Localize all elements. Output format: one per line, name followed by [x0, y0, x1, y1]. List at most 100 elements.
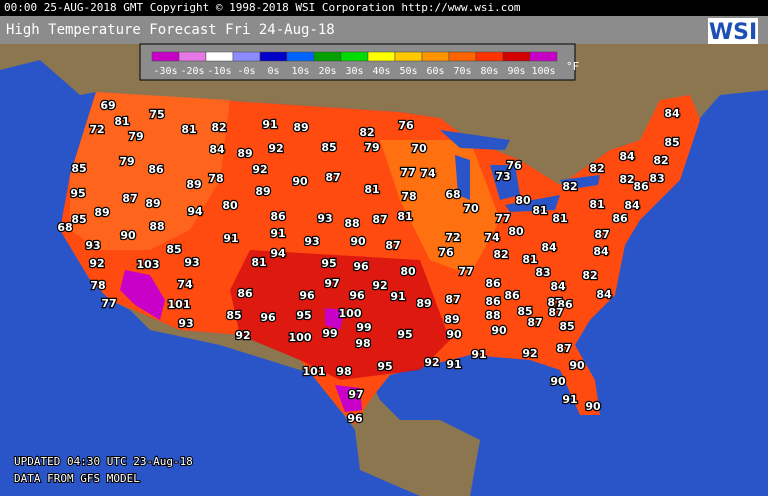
- temperature: 92: [372, 279, 387, 292]
- temperature: 86: [633, 180, 649, 193]
- temperature: 76: [398, 119, 414, 132]
- temperature: 93: [178, 317, 193, 330]
- temperature: 87: [122, 192, 137, 205]
- legend-swatch: [394, 51, 423, 62]
- legend-swatch: [286, 51, 315, 62]
- temperature: 77: [400, 166, 415, 179]
- temperature: 85: [71, 213, 86, 226]
- temperature: 77: [458, 265, 473, 278]
- temperature: 82: [619, 173, 634, 186]
- temperature: 103: [137, 258, 160, 271]
- temperature: 90: [292, 175, 308, 188]
- temperature: 96: [353, 260, 369, 273]
- temperature: 96: [349, 289, 365, 302]
- temperature: 90: [569, 359, 585, 372]
- legend-swatch: [448, 51, 477, 62]
- temperature: 80: [400, 265, 416, 278]
- temperature: 80: [508, 225, 524, 238]
- temperature: 82: [582, 269, 597, 282]
- temperature: 81: [251, 256, 266, 269]
- temperature: 91: [562, 393, 577, 406]
- footer-source: DATA FROM GFS MODEL: [14, 472, 140, 485]
- temperature: 87: [556, 342, 571, 355]
- hot-spot: [325, 308, 345, 330]
- header-bar: [0, 0, 768, 16]
- temperature: 85: [166, 243, 181, 256]
- temperature: 87: [445, 293, 460, 306]
- temperature: 85: [664, 136, 679, 149]
- temperature: 80: [222, 199, 238, 212]
- hot-spot: [335, 385, 362, 412]
- legend-label: -0s: [237, 66, 255, 77]
- legend: -30s -20s -10s -0s 0s 10s 20s 30s 40s 50s 60s 70s 80…: [151, 51, 558, 77]
- legend-swatch: [475, 51, 504, 62]
- temperature: 85: [71, 162, 86, 175]
- temperature: 96: [299, 289, 315, 302]
- temperature: 93: [317, 212, 332, 225]
- temperature: 81: [532, 204, 547, 217]
- temperature: 83: [649, 172, 664, 185]
- temperature: 88: [485, 309, 500, 322]
- temperature: 89: [237, 147, 252, 160]
- footer-updated: UPDATED 04:30 UTC 23-Aug-18: [14, 455, 193, 468]
- temperature: 88: [344, 217, 359, 230]
- temperature: 84: [619, 150, 635, 163]
- temperature: 95: [377, 360, 392, 373]
- temperature: 93: [184, 256, 199, 269]
- temperature: 76: [506, 159, 522, 172]
- temperature: 69: [100, 99, 115, 112]
- legend-box: [139, 43, 576, 81]
- temperature: 86: [485, 295, 501, 308]
- temperature: 97: [324, 277, 339, 290]
- temperature: 84: [624, 199, 640, 212]
- temperature: 85: [559, 320, 574, 333]
- temperature: 86: [485, 277, 501, 290]
- temperature: 91: [446, 358, 461, 371]
- temperature: 90: [350, 235, 366, 248]
- temperature: 85: [517, 305, 532, 318]
- temperature: 78: [208, 172, 223, 185]
- temperature: 86: [612, 212, 628, 225]
- legend-swatch: [529, 51, 558, 62]
- temperature: 84: [664, 107, 680, 120]
- temperature: 86: [504, 289, 520, 302]
- temperature: 99: [356, 321, 371, 334]
- temperature: 87: [527, 316, 542, 329]
- temperature: 86: [148, 163, 164, 176]
- great-lakes: [440, 130, 600, 212]
- legend-label: 70s: [453, 66, 471, 77]
- temperature: 82: [562, 180, 577, 193]
- legend-label: -10s: [207, 66, 231, 77]
- temperature: 91: [471, 348, 486, 361]
- temperature: 95: [321, 257, 336, 270]
- legend-swatch: [178, 51, 207, 62]
- temperature: 94: [270, 247, 286, 260]
- temperature: 100: [339, 307, 362, 320]
- temperature: 68: [57, 221, 72, 234]
- temperature: 89: [293, 121, 308, 134]
- temperature: 83: [535, 266, 550, 279]
- temperature: 92: [522, 347, 537, 360]
- temperature: 97: [348, 388, 363, 401]
- legend-label: 30s: [345, 66, 363, 77]
- legend-label: -30s: [153, 66, 177, 77]
- temperature: 84: [596, 288, 612, 301]
- legend-swatch: [232, 51, 261, 62]
- legend-label: 10s: [291, 66, 309, 77]
- temperature: 101: [303, 365, 326, 378]
- legend-unit: °F: [566, 60, 579, 73]
- legend-swatch: [205, 51, 234, 62]
- logo-box: [708, 18, 758, 44]
- temperature: 93: [304, 235, 319, 248]
- legend-label: 100s: [531, 66, 555, 77]
- legend-swatch: [367, 51, 396, 62]
- temperature: 94: [187, 205, 203, 218]
- temperature: 81: [114, 115, 129, 128]
- temperature: 78: [90, 279, 105, 292]
- logo: WSI: [709, 20, 757, 45]
- temperature: 68: [445, 188, 460, 201]
- temperature: 87: [385, 239, 400, 252]
- temperature: 90: [120, 229, 136, 242]
- temperature: 84: [550, 280, 566, 293]
